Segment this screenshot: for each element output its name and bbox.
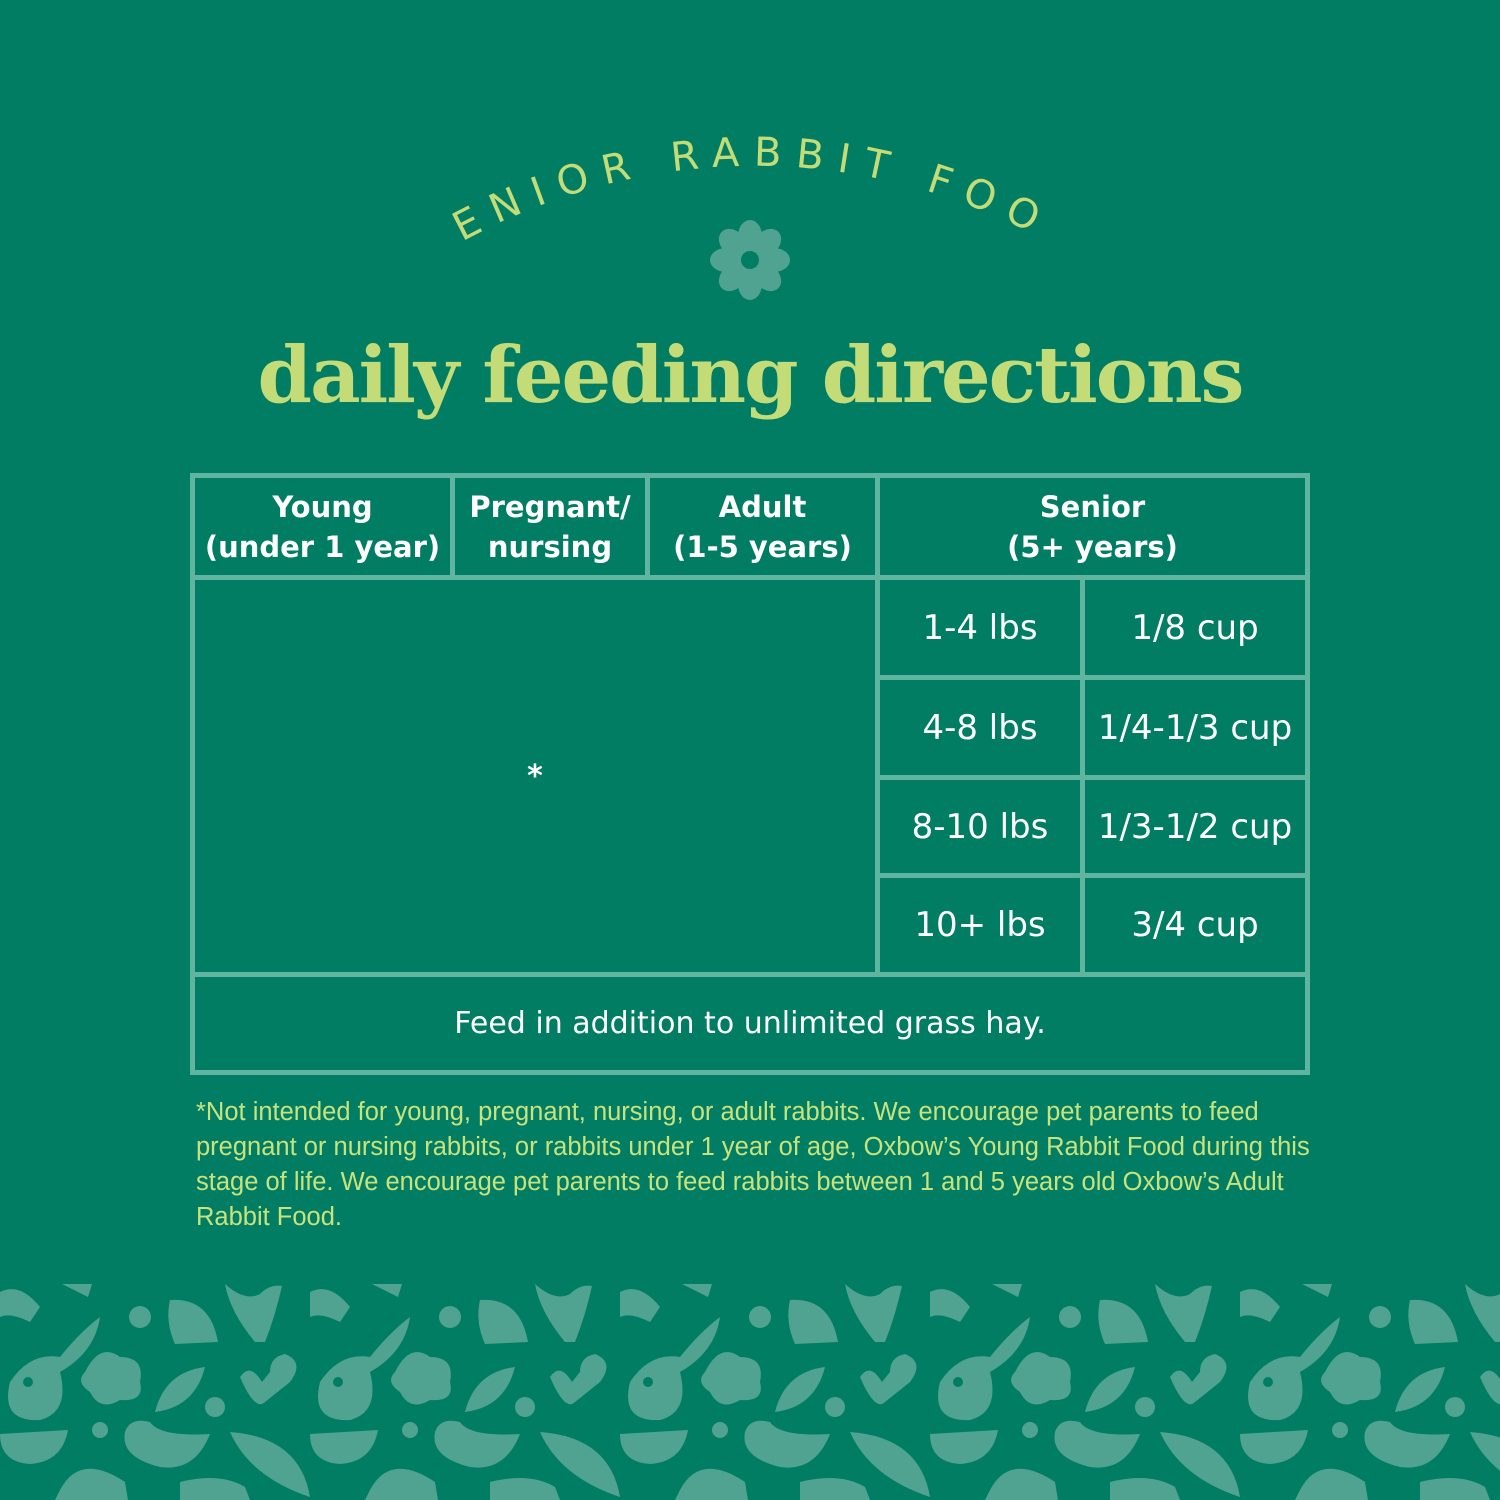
amount-cell: 1/3-1/2 cup — [1080, 775, 1310, 878]
footnote: *Not intended for young, pregnant, nursi… — [196, 1098, 1310, 1231]
weight-cell: 1-4 lbs — [875, 575, 1085, 680]
arc-title: SENIOR RABBIT FOOD — [0, 0, 1059, 300]
header-pregnant: Pregnant/ nursing — [450, 473, 650, 580]
table-footer: Feed in addition to unlimited grass hay. — [190, 972, 1310, 1075]
flower-icon — [710, 220, 790, 300]
header-young: Young (under 1 year) — [190, 473, 455, 580]
amount-cell: 1/8 cup — [1080, 575, 1310, 680]
header-adult: Adult (1-5 years) — [645, 473, 880, 580]
weight-cell: 8-10 lbs — [875, 775, 1085, 878]
header-senior: Senior (5+ years) — [875, 473, 1310, 580]
svg-text:SENIOR RABBIT FOOD: SENIOR RABBIT FOOD — [0, 0, 1059, 251]
merged-asterisk-cell: * — [190, 575, 880, 977]
weight-cell: 10+ lbs — [875, 873, 1085, 977]
feeding-table: Young (under 1 year) Pregnant/ nursing A… — [190, 473, 1310, 1075]
page-title: daily feeding directions — [257, 330, 1245, 421]
decorative-pattern — [0, 1272, 1500, 1500]
weight-cell: 4-8 lbs — [875, 675, 1085, 780]
amount-cell: 1/4-1/3 cup — [1080, 675, 1310, 780]
amount-cell: 3/4 cup — [1080, 873, 1310, 977]
